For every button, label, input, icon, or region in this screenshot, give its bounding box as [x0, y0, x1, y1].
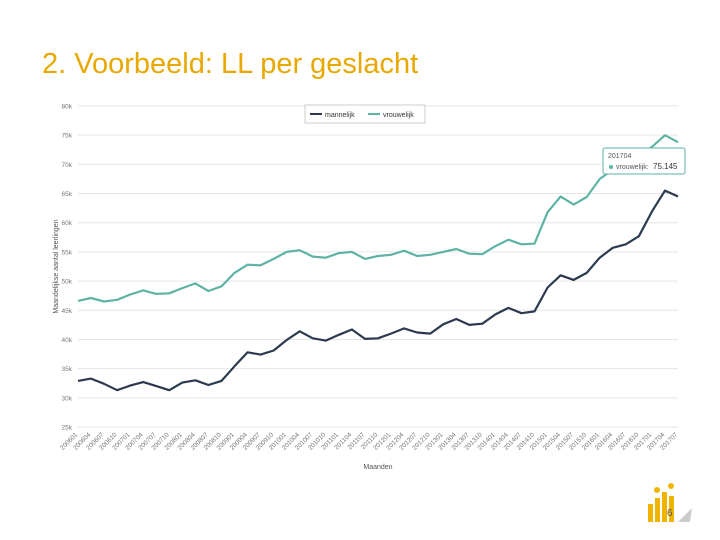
slide-title: 2. Voorbeeld: LL per geslacht [42, 48, 419, 80]
logo-bar [669, 496, 674, 522]
logo-bar [655, 498, 660, 522]
y-tick-label: 75k [62, 133, 73, 140]
logo-bar [648, 504, 653, 522]
legend[interactable]: mannelijk vrouwelijk [304, 104, 426, 124]
y-tick-label: 45k [62, 308, 73, 315]
y-tick-label: 50k [62, 279, 73, 286]
y-tick-label: 60k [62, 220, 73, 227]
tooltip-marker [609, 165, 613, 169]
series-line-vrouwelijk[interactable] [77, 134, 679, 303]
x-axis-label: Maanden [363, 464, 392, 471]
logo-bar [662, 492, 667, 522]
tooltip: 201704 vrouwelijk: 75.145 [602, 147, 686, 175]
tooltip-value: 75.145 [653, 162, 678, 171]
legend-box [304, 104, 426, 124]
y-tick-label: 70k [62, 162, 73, 169]
y-tick-label: 35k [62, 366, 73, 373]
logo-dot [654, 487, 660, 493]
tooltip-date: 201704 [608, 153, 631, 160]
tooltip-series-label: vrouwelijk: [616, 164, 649, 171]
tooltip-box [602, 147, 686, 175]
logo-accent [678, 508, 692, 522]
x-axis-ticks: 2006012006042006072006102007012007042007… [59, 431, 680, 452]
y-tick-label: 25k [62, 425, 73, 432]
logo-icon [648, 483, 692, 522]
y-tick-label: 65k [62, 191, 73, 198]
chart-container: 25k 30k 35k 40k 45k 50k 55k 60k 65k 70k 75k 80k 200… [50, 96, 700, 486]
y-tick-label: 80k [62, 104, 73, 111]
legend-label-mannelijk[interactable]: mannelijk [325, 112, 355, 119]
legend-label-vrouwelijk[interactable]: vrouwelijk [383, 112, 414, 119]
y-tick-label: 30k [62, 395, 73, 402]
logo-dot [668, 483, 674, 489]
y-axis-label: Maandelijkse aantal leerlingen [53, 219, 60, 313]
series-layer [77, 134, 679, 392]
page-number: 6 [667, 508, 673, 519]
grid-layer [78, 105, 678, 428]
series-line-mannelijk[interactable] [77, 189, 679, 392]
y-tick-label: 55k [62, 249, 73, 256]
y-axis-ticks: 25k 30k 35k 40k 45k 50k 55k 60k 65k 70k 75k 80k [62, 104, 73, 432]
line-chart: 25k 30k 35k 40k 45k 50k 55k 60k 65k 70k 75k 80k 200… [53, 104, 686, 471]
y-tick-label: 40k [62, 337, 73, 344]
